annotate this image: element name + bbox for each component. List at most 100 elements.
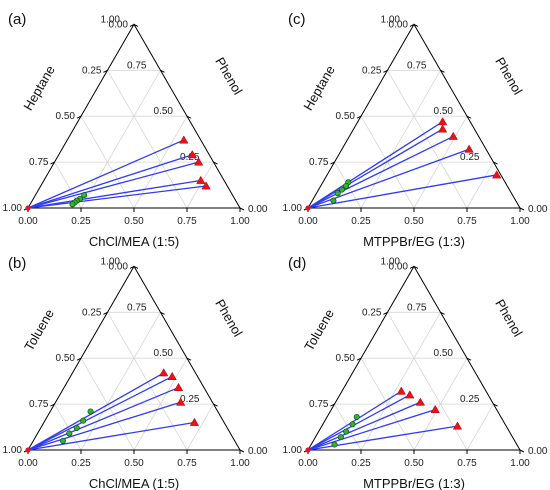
tick-mark	[129, 23, 135, 27]
tick-mark	[133, 23, 139, 27]
axis-title-right: Phenol	[492, 55, 525, 98]
extract-point	[437, 124, 448, 133]
tick-label-right: 0.75	[127, 60, 147, 71]
tick-mark	[383, 311, 388, 315]
tick-label-left: 0.75	[29, 399, 49, 410]
extract-point	[396, 386, 406, 395]
tick-label-bottom: 0.25	[351, 216, 371, 227]
tick-mark	[160, 69, 165, 73]
extract-point	[176, 397, 186, 406]
tick-label-left: 0.25	[82, 65, 102, 76]
tick-label-bottom: 0.25	[71, 458, 91, 469]
tick-mark	[409, 265, 415, 269]
origin-point	[25, 205, 31, 211]
tick-mark	[103, 311, 108, 315]
tie-line	[307, 128, 443, 209]
extract-point	[430, 404, 440, 414]
tick-mark	[133, 265, 139, 269]
tick-label-left: 0.75	[29, 157, 49, 168]
tick-label-left: 1.00	[3, 445, 23, 456]
tick-label-left: 1.00	[283, 203, 303, 214]
tick-label-left: 0.25	[82, 307, 102, 318]
axis-title-bottom: MTPPBr/EG (1:3)	[363, 476, 465, 490]
tick-mark	[239, 207, 245, 211]
axis-title-right: Phenol	[212, 297, 245, 340]
tick-mark	[330, 403, 335, 407]
tick-label-bottom: 1.00	[230, 458, 250, 469]
origin-point	[305, 205, 311, 211]
raffinate-point	[349, 421, 356, 428]
tie-line	[307, 390, 402, 451]
extract-point	[179, 135, 189, 144]
raffinate-point	[69, 201, 76, 208]
tick-mark	[50, 403, 55, 407]
tick-mark	[519, 449, 525, 453]
tick-label-right: 0.50	[434, 348, 454, 359]
tick-label-left: 0.50	[56, 111, 76, 122]
tie-line	[27, 372, 165, 451]
ternary-panel: 0.00 0.00 0.00 0.25 0.25 0.25 0.50 0.50 0.50 0.75…	[283, 11, 548, 249]
tick-mark	[50, 161, 55, 165]
extract-point	[194, 157, 204, 166]
panel-label: (d)	[288, 255, 306, 272]
tick-mark	[239, 449, 245, 453]
tick-mark	[213, 403, 218, 407]
extract-point	[196, 175, 206, 184]
tick-mark	[213, 161, 218, 165]
grid-line	[387, 70, 468, 209]
tick-label-right: 0.00	[248, 204, 268, 215]
ternary-panel: 0.00 0.00 0.00 0.25 0.25 0.25 0.50 0.50 0.50 0.75…	[3, 255, 268, 490]
tick-mark	[409, 23, 415, 27]
tick-label-bottom: 1.00	[510, 458, 530, 469]
tick-label-left: 0.50	[336, 111, 356, 122]
tick-label-left: 0.00	[109, 19, 129, 30]
tick-label-bottom: 0.50	[124, 216, 144, 227]
tick-mark	[383, 69, 388, 73]
tie-line	[27, 401, 181, 451]
extract-point	[173, 382, 184, 391]
tick-label-bottom: 0.75	[177, 458, 197, 469]
tick-label-left: 0.75	[309, 157, 329, 168]
tick-mark	[103, 69, 108, 73]
raffinate-point	[343, 428, 350, 435]
tick-label-left: 0.50	[56, 353, 76, 364]
tick-mark	[76, 115, 82, 119]
extract-point	[492, 170, 502, 179]
tick-mark	[356, 357, 362, 361]
tick-label-right: 0.75	[127, 302, 147, 313]
tick-label-left: 0.00	[389, 19, 409, 30]
tick-label-bottom: 1.00	[230, 216, 250, 227]
grid-line	[107, 312, 188, 451]
axis-title-left: Heptane	[20, 63, 58, 113]
tick-label-right: 0.75	[407, 302, 427, 313]
panel-label: (c)	[288, 11, 306, 28]
tie-line	[27, 161, 199, 209]
grid-line	[360, 312, 441, 451]
raffinate-point	[81, 192, 88, 199]
raffinate-point	[59, 437, 66, 444]
raffinate-point	[66, 430, 73, 437]
tick-mark	[356, 115, 362, 119]
tick-mark	[330, 161, 335, 165]
tick-mark	[493, 403, 498, 407]
raffinate-point	[87, 408, 94, 415]
tick-label-right: 0.00	[248, 446, 268, 457]
tie-line	[307, 121, 443, 209]
tick-mark	[76, 357, 82, 361]
tick-mark	[413, 23, 419, 27]
grid-line	[186, 161, 214, 209]
tie-line	[27, 154, 193, 209]
tick-mark	[493, 161, 498, 165]
raffinate-point	[353, 413, 360, 420]
tick-label-bottom: 0.00	[18, 216, 38, 227]
tick-label-right: 0.25	[460, 152, 480, 163]
extract-point	[448, 131, 458, 140]
tick-label-right: 0.25	[180, 394, 200, 405]
tick-label-bottom: 0.00	[18, 458, 38, 469]
raffinate-point	[337, 434, 344, 441]
tick-label-bottom: 0.25	[351, 458, 371, 469]
tick-mark	[160, 311, 165, 315]
tick-label-bottom: 0.50	[404, 458, 424, 469]
tick-mark	[186, 115, 192, 119]
grid-line	[80, 312, 161, 451]
